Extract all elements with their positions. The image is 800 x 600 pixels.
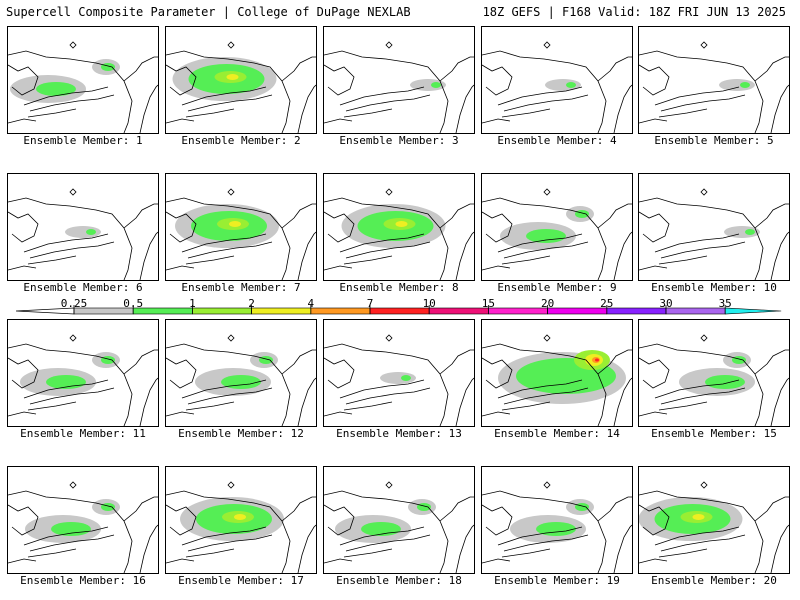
- ensemble-map-panel: [165, 319, 317, 427]
- ensemble-map: [8, 188, 158, 280]
- colorbar-segment: [428, 307, 489, 315]
- ensemble-member-label: Ensemble Member: 9: [497, 281, 617, 294]
- ensemble-map-panel: [638, 319, 790, 427]
- ensemble-member-label: Ensemble Member: 2: [181, 134, 301, 147]
- colorbar-segment: [488, 307, 548, 315]
- colorbar-segment: [606, 307, 667, 315]
- ensemble-member-label: Ensemble Member: 5: [654, 134, 774, 147]
- colorbar-tick-label: 10: [422, 297, 436, 310]
- colorbar-tick-label: 4: [307, 297, 315, 310]
- ensemble-member-label: Ensemble Member: 11: [20, 427, 146, 440]
- colorbar-tick-label: 7: [366, 297, 374, 310]
- ensemble-map: [482, 334, 632, 426]
- colorbar-tick-label: 25: [600, 297, 614, 310]
- colorbar-segment: [665, 307, 726, 315]
- ensemble-map: [8, 334, 158, 426]
- ensemble-member-label: Ensemble Member: 19: [494, 574, 620, 587]
- run-valid-time: 18Z GEFS | F168 Valid: 18Z FRI JUN 13 20…: [482, 5, 786, 19]
- ensemble-map-panel: [638, 173, 790, 281]
- colorbar-tick-label: 30: [659, 297, 673, 310]
- ensemble-map: [166, 481, 316, 573]
- ensemble-map: [639, 41, 789, 133]
- ensemble-map-panel: [323, 466, 475, 574]
- colorbar-tick-label: 0.5: [123, 297, 144, 310]
- ensemble-map-panel: [323, 173, 475, 281]
- ensemble-member-label: Ensemble Member: 18: [336, 574, 462, 587]
- ensemble-member-label: Ensemble Member: 20: [651, 574, 777, 587]
- ensemble-map-panel: [165, 26, 317, 134]
- ensemble-map: [639, 188, 789, 280]
- ensemble-member-label: Ensemble Member: 1: [23, 134, 143, 147]
- colorbar-tick-label: 15: [481, 297, 496, 310]
- ensemble-map-panel: [481, 173, 633, 281]
- ensemble-map-panel: [165, 173, 317, 281]
- colorbar-tick-label: 2: [248, 297, 255, 310]
- colorbar-tick-label: 0.25: [60, 297, 88, 310]
- ensemble-map: [166, 188, 316, 280]
- ensemble-member-label: Ensemble Member: 15: [651, 427, 777, 440]
- color-legend-bar: [15, 305, 782, 315]
- ensemble-member-label: Ensemble Member: 16: [20, 574, 146, 587]
- page-title: Supercell Composite Parameter | College …: [6, 5, 411, 19]
- ensemble-member-label: Ensemble Member: 17: [178, 574, 304, 587]
- ensemble-member-label: Ensemble Member: 10: [651, 281, 777, 294]
- ensemble-map: [8, 481, 158, 573]
- colorbar-segment: [251, 307, 312, 315]
- ensemble-map: [166, 334, 316, 426]
- ensemble-member-label: Ensemble Member: 7: [181, 281, 301, 294]
- ensemble-map-panel: [638, 466, 790, 574]
- ensemble-map: [639, 481, 789, 573]
- ensemble-member-label: Ensemble Member: 14: [494, 427, 620, 440]
- ensemble-map: [324, 334, 474, 426]
- ensemble-map: [639, 334, 789, 426]
- colorbar-high-arrow: [724, 307, 782, 315]
- ensemble-map: [324, 188, 474, 280]
- colorbar-segment: [192, 307, 252, 315]
- colorbar-segment: [547, 307, 608, 315]
- ensemble-map-panel: [7, 466, 159, 574]
- colorbar-tick-label: 35: [718, 297, 732, 310]
- ensemble-member-label: Ensemble Member: 3: [339, 134, 459, 147]
- ensemble-map-panel: [7, 319, 159, 427]
- ensemble-map-panel: [7, 173, 159, 281]
- ensemble-map-panel: [323, 26, 475, 134]
- ensemble-map-panel: [481, 319, 633, 427]
- ensemble-member-label: Ensemble Member: 4: [497, 134, 617, 147]
- ensemble-member-label: Ensemble Member: 13: [336, 427, 462, 440]
- ensemble-map-panel: [481, 26, 633, 134]
- ensemble-map-panel: [165, 466, 317, 574]
- ensemble-map: [324, 481, 474, 573]
- colorbar-tick-label: 1: [189, 297, 196, 310]
- ensemble-map-panel: [638, 26, 790, 134]
- ensemble-map: [482, 481, 632, 573]
- ensemble-map-panel: [481, 466, 633, 574]
- ensemble-member-label: Ensemble Member: 6: [23, 281, 143, 294]
- colorbar-segment: [310, 307, 371, 315]
- ensemble-map-panel: [323, 319, 475, 427]
- ensemble-member-label: Ensemble Member: 8: [339, 281, 459, 294]
- ensemble-map: [324, 41, 474, 133]
- colorbar-tick-label: 20: [540, 297, 555, 310]
- ensemble-map-panel: [7, 26, 159, 134]
- ensemble-map: [482, 188, 632, 280]
- ensemble-map: [482, 41, 632, 133]
- ensemble-map: [166, 41, 316, 133]
- colorbar-segment: [369, 307, 430, 315]
- ensemble-map: [8, 41, 158, 133]
- ensemble-member-label: Ensemble Member: 12: [178, 427, 304, 440]
